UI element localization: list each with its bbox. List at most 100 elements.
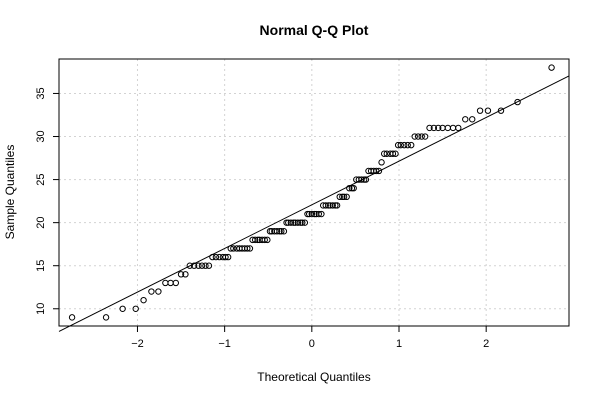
data-point-6 <box>155 288 162 295</box>
data-point-101 <box>426 124 433 132</box>
data-point-92 <box>394 141 402 149</box>
x-axis: −2 −1 0 1 2 <box>131 326 489 350</box>
y-tick-label-4: 30 <box>35 130 47 142</box>
data-point-69 <box>336 193 343 201</box>
data-point-34 <box>254 236 261 244</box>
data-point-5 <box>148 288 155 295</box>
data-point-15 <box>198 262 206 269</box>
x-tick-label-0: −2 <box>131 338 144 350</box>
data-point-106 <box>449 124 457 132</box>
data-point-43 <box>276 228 283 235</box>
data-point-51 <box>294 219 302 226</box>
data-point-97 <box>411 133 418 140</box>
data-point-39 <box>266 228 274 235</box>
data-point-86 <box>378 159 385 166</box>
data-point-61 <box>318 210 325 218</box>
y-tick-label-0: 10 <box>35 303 47 315</box>
data-point-108 <box>462 116 469 123</box>
data-point-79 <box>360 176 368 183</box>
data-point-53 <box>299 219 306 226</box>
data-point-19 <box>212 253 220 261</box>
data-point-105 <box>444 124 452 132</box>
data-point-60 <box>315 210 322 218</box>
data-point-73 <box>346 184 353 192</box>
data-point-107 <box>455 124 462 132</box>
data-point-88 <box>383 150 390 157</box>
data-point-55 <box>304 210 311 218</box>
reference-line <box>58 75 570 332</box>
data-point-17 <box>205 262 213 269</box>
data-point-99 <box>418 133 425 140</box>
data-point-16 <box>202 262 209 269</box>
data-point-90 <box>389 150 397 157</box>
x-tick-label-3: 1 <box>396 338 402 350</box>
x-tick-label-2: 0 <box>309 338 315 350</box>
chart-title: Normal Q-Q Plot <box>260 22 369 38</box>
data-point-103 <box>435 124 442 132</box>
data-point-87 <box>380 150 388 157</box>
data-point-44 <box>278 228 285 235</box>
data-point-23 <box>224 253 232 261</box>
data-point-14 <box>195 262 202 269</box>
data-point-68 <box>333 202 341 209</box>
data-point-113 <box>514 98 521 106</box>
data-point-78 <box>358 176 365 183</box>
data-point-64 <box>325 202 332 209</box>
data-point-25 <box>230 245 237 252</box>
data-point-45 <box>280 228 288 235</box>
data-point-94 <box>401 141 408 149</box>
data-point-12 <box>186 262 193 269</box>
data-point-38 <box>264 236 271 244</box>
data-point-98 <box>414 133 422 140</box>
data-point-52 <box>297 219 304 226</box>
data-point-2 <box>119 305 126 312</box>
data-point-42 <box>273 228 281 235</box>
data-point-10 <box>177 271 185 278</box>
data-point-93 <box>397 141 404 149</box>
data-point-80 <box>362 176 370 183</box>
data-point-1 <box>102 314 110 321</box>
x-axis-label: Theoretical Quantiles <box>257 370 370 384</box>
data-point-48 <box>287 219 295 226</box>
y-tick-label-5: 35 <box>35 87 47 99</box>
y-axis-label: Sample Quantiles <box>3 145 17 240</box>
data-point-30 <box>244 245 251 252</box>
data-point-66 <box>329 202 336 209</box>
data-point-114 <box>548 64 555 71</box>
data-point-63 <box>322 202 329 209</box>
data-point-20 <box>216 253 223 261</box>
data-point-7 <box>162 279 169 287</box>
data-point-11 <box>182 271 189 278</box>
data-point-74 <box>348 184 356 192</box>
data-point-54 <box>301 219 309 226</box>
data-points <box>68 64 555 321</box>
grid-lines <box>59 59 569 326</box>
data-point-18 <box>209 253 216 261</box>
y-tick-label-2: 20 <box>35 217 47 229</box>
data-point-102 <box>430 124 438 132</box>
y-tick-label-3: 25 <box>35 173 47 185</box>
data-point-71 <box>340 193 348 201</box>
data-point-70 <box>339 193 346 201</box>
data-point-31 <box>246 245 254 252</box>
data-point-84 <box>373 167 380 175</box>
data-point-46 <box>283 219 290 226</box>
data-point-72 <box>343 193 350 201</box>
data-point-4 <box>140 296 147 304</box>
data-point-95 <box>404 141 411 149</box>
data-point-85 <box>375 167 383 175</box>
data-point-58 <box>311 210 318 218</box>
data-point-75 <box>350 184 357 192</box>
data-point-3 <box>132 305 139 312</box>
data-point-110 <box>476 107 484 114</box>
data-point-0 <box>68 314 76 321</box>
y-tick-label-1: 15 <box>35 260 47 272</box>
data-point-57 <box>308 210 316 218</box>
data-point-49 <box>290 219 297 226</box>
plot-frame <box>58 58 570 327</box>
data-point-112 <box>497 107 505 114</box>
y-axis: 10 15 20 25 30 35 <box>35 87 59 315</box>
data-point-67 <box>332 202 339 209</box>
data-point-37 <box>261 236 268 244</box>
